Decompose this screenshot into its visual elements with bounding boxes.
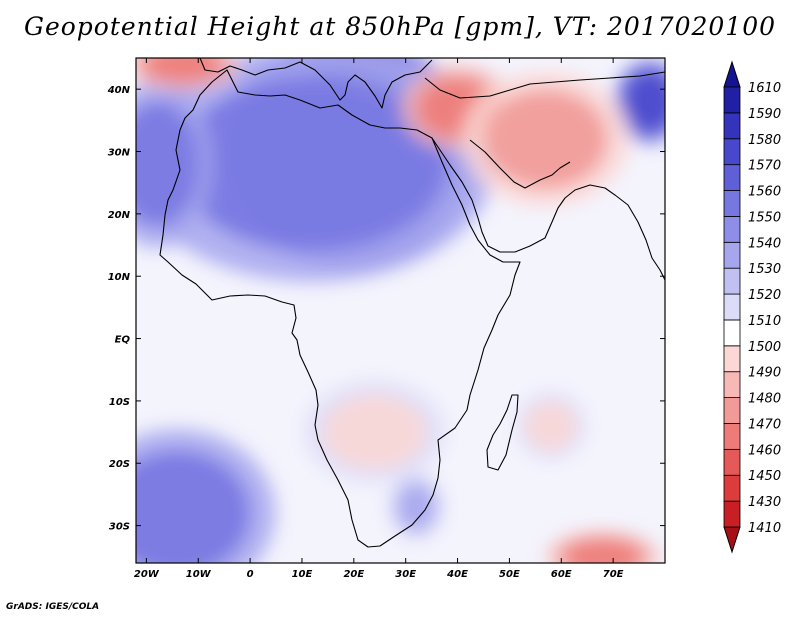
colorbar-label: 1430 [748, 495, 781, 510]
lat-tick-label: 10N [108, 272, 131, 283]
colorbar: 1410 1430 1450 1460 1470 1480 1490 1500 1510 1520… [723, 60, 781, 554]
latitude-axis: 40N 30N 20N 10N EQ 10S 20S 30S [107, 85, 665, 533]
colorbar-swatch [723, 241, 741, 269]
field-high-south-africa-east [395, 481, 437, 532]
field-high-tibet-edge [623, 70, 665, 133]
colorbar-swatch [723, 138, 741, 166]
colorbar-label: 1500 [748, 340, 781, 355]
lat-tick-label: 20N [108, 210, 131, 221]
europe-coastline [199, 58, 433, 109]
lon-tick-label: 20E [343, 569, 364, 580]
colorbar-label: 1590 [748, 107, 781, 122]
colorbar-label: 1560 [748, 185, 781, 200]
colorbar-label: 1480 [748, 392, 781, 407]
colorbar-label: 1520 [748, 288, 781, 303]
map-plot-area [135, 57, 666, 564]
field-high-atlantic-nw [136, 101, 199, 227]
colorbar-swatch [723, 267, 741, 295]
colorbar-label: 1450 [748, 469, 781, 484]
colorbar-swatch [723, 216, 741, 243]
field-low-southern-ocean [561, 538, 645, 563]
colorbar-swatch [723, 371, 741, 398]
colorbar-swatch [723, 86, 741, 114]
map-title: Geopotential Height at 850hPa [gpm], VT:… [23, 12, 777, 41]
lon-tick-label: 70E [603, 569, 624, 580]
colorbar-swatch [723, 164, 741, 191]
lon-tick-label: 10E [292, 569, 313, 580]
grads-credit: GrADS: IGES/COLA [6, 602, 100, 612]
lon-tick-label: 10W [186, 569, 212, 580]
colorbar-label: 1540 [748, 236, 781, 251]
lat-tick-label: 30S [109, 522, 130, 533]
height-field [136, 58, 665, 563]
colorbar-swatch [723, 319, 741, 347]
lon-tick-label: 60E [551, 569, 572, 580]
lon-tick-label: 30E [395, 569, 416, 580]
lon-tick-label: 50E [499, 569, 520, 580]
map-frame [135, 57, 666, 564]
field-low-mediterranean-nw [141, 58, 225, 83]
colorbar-label: 1530 [748, 262, 781, 277]
colorbar-max-arrow [723, 60, 741, 88]
colorbar-label: 1580 [748, 133, 781, 148]
colorbar-label: 1410 [748, 521, 781, 536]
lon-tick-label: 0 [247, 569, 254, 580]
lat-tick-label: 30N [108, 148, 131, 159]
field-high-south-atlantic [136, 450, 251, 563]
field-low-zambia [322, 394, 427, 470]
colorbar-label: 1490 [748, 366, 781, 381]
colorbar-label: 1510 [748, 314, 781, 329]
colorbar-label: 1610 [748, 81, 781, 96]
colorbar-swatch [723, 474, 741, 502]
colorbar-label: 1550 [748, 210, 781, 225]
arabia-ridge-contour [424, 71, 665, 99]
lat-tick-label: 40N [107, 85, 131, 96]
field-low-indian-ocean [524, 400, 577, 451]
coastlines [159, 58, 665, 548]
colorbar-swatch [723, 397, 741, 424]
lon-tick-label: 40E [446, 569, 468, 580]
lat-tick-label: EQ [115, 335, 131, 346]
arabia-gulf-coastline [469, 139, 571, 189]
africa-coastline [159, 69, 521, 548]
colorbar-min-arrow [723, 526, 741, 554]
field-high-sahara-west [177, 76, 448, 252]
field-low-iran [483, 89, 608, 189]
colorbar-label: 1570 [748, 159, 781, 174]
colorbar-swatch [723, 500, 741, 528]
colorbar-label: 1460 [748, 443, 781, 458]
colorbar-swatch [723, 448, 741, 476]
madagascar-coastline [486, 394, 519, 471]
colorbar-swatch [723, 423, 741, 450]
colorbar-label: 1470 [748, 417, 781, 432]
colorbar-swatch [723, 112, 741, 140]
colorbar-swatch [723, 190, 741, 217]
lat-tick-label: 10S [109, 397, 130, 408]
middle-east-coastline [431, 137, 665, 281]
lon-tick-label: 20W [134, 569, 160, 580]
colorbar-swatch [723, 345, 741, 373]
longitude-axis: 20W 10W 0 10E 20E 30E 40E 50E 60E 70E [134, 58, 624, 580]
colorbar-swatch [723, 293, 741, 321]
lat-tick-label: 20S [109, 459, 130, 470]
